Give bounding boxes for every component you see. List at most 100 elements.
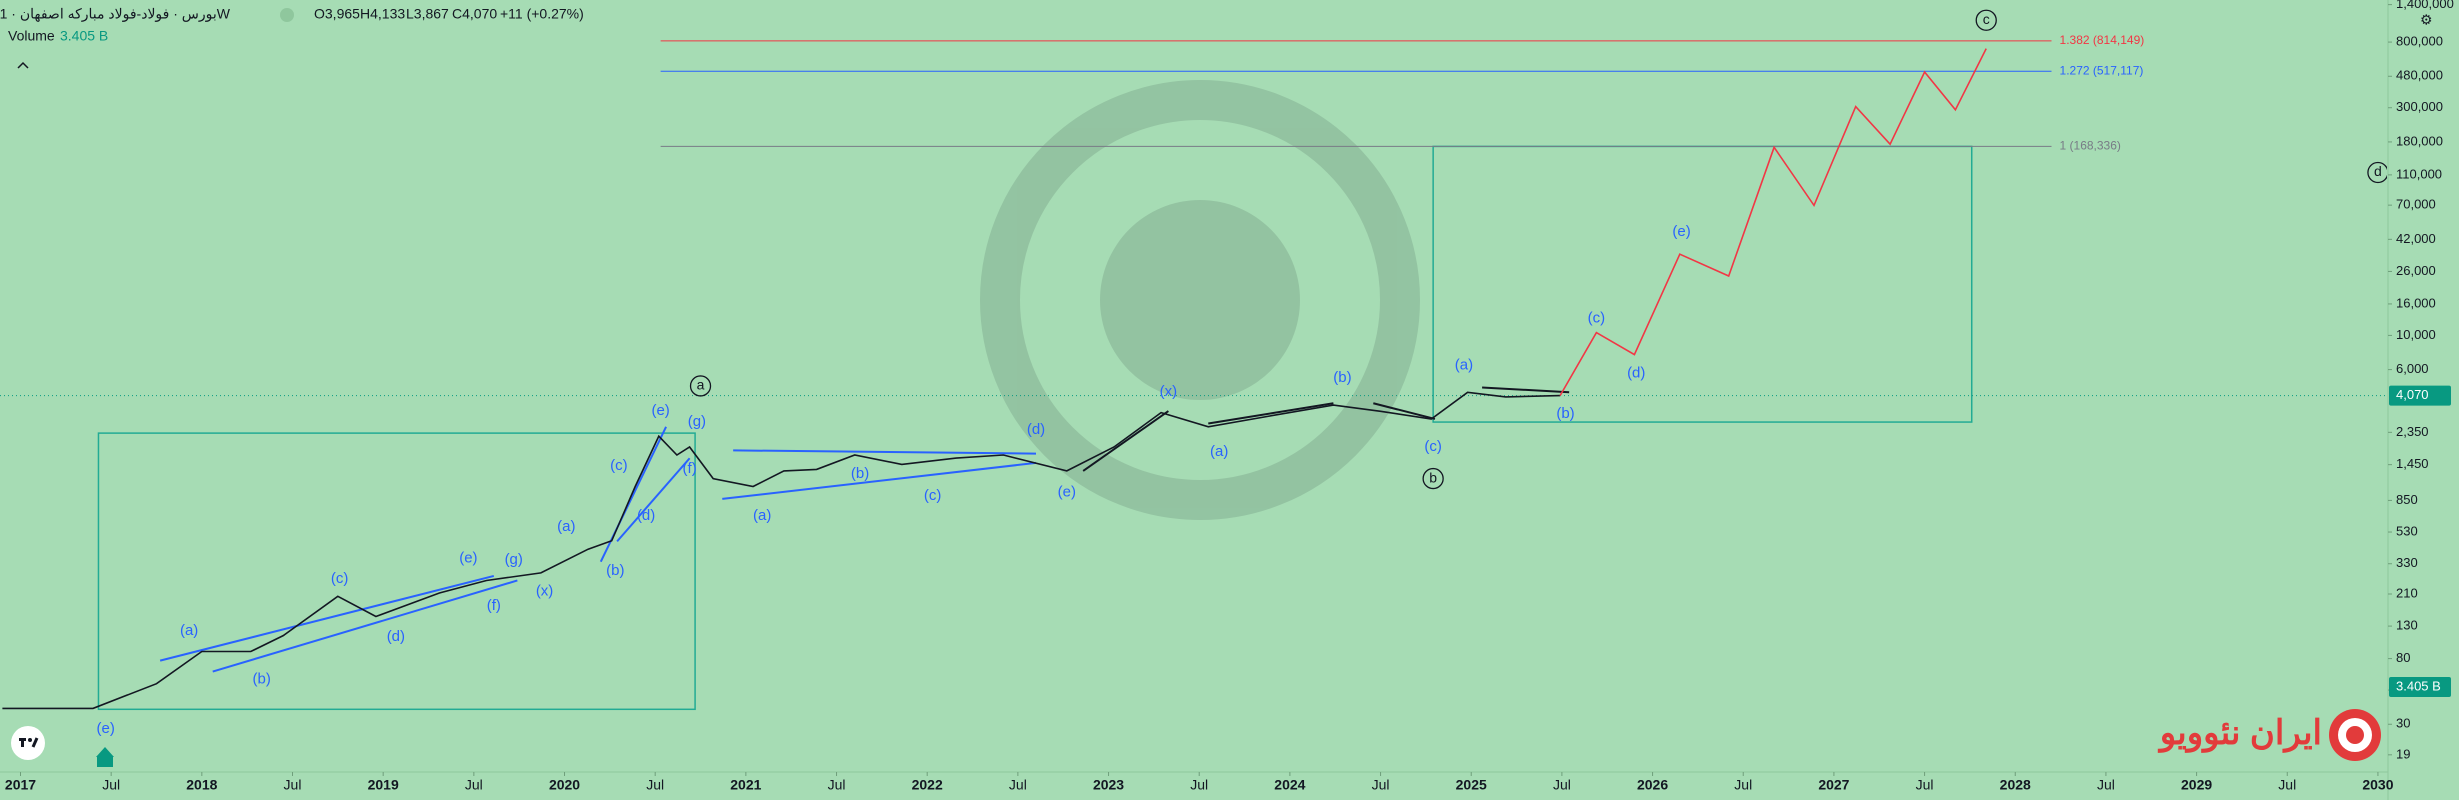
- y-tick-label: 1,450: [2396, 456, 2429, 471]
- x-tick-label: 2027: [1818, 777, 1849, 793]
- wave-label: (b): [851, 465, 869, 482]
- y-tick-label: 850: [2396, 492, 2418, 507]
- range-box: [97, 432, 696, 711]
- y-tick-label: 42,000: [2396, 231, 2436, 246]
- last-price-badge: [2389, 385, 2451, 406]
- plot-area: 1.382 (814,149) 1.272 (517,117) 1 (168,336…: [0, 9, 2387, 737]
- wave-label: (c): [1588, 309, 1606, 326]
- trendline: [1208, 402, 1334, 425]
- trendline: [1482, 386, 1570, 394]
- x-tick-label: 2029: [2181, 777, 2212, 793]
- y-tick-label: 6,000: [2396, 361, 2429, 376]
- x-tick-label: 2025: [1456, 777, 1487, 793]
- y-tick-label: 10,000: [2396, 327, 2436, 342]
- tv-logo: [11, 726, 45, 760]
- trendline: [616, 457, 691, 543]
- wave-label: (f): [487, 597, 501, 614]
- volume-badge-label: 3.405 B: [2396, 678, 2441, 693]
- wave-label: (c): [924, 487, 942, 504]
- wave-circle: [1422, 467, 1444, 490]
- x-tick-label: Jul: [2097, 777, 2115, 793]
- x-tick-label: 2030: [2362, 777, 2393, 793]
- trendline: [212, 579, 518, 673]
- wave-label: (a): [1210, 443, 1228, 460]
- x-tick-label: 2026: [1637, 777, 1668, 793]
- wave-label: (b): [1556, 405, 1574, 422]
- volume-badge: [2389, 677, 2451, 697]
- x-tick-label: Jul: [1190, 777, 1208, 793]
- x-tick-label: Jul: [646, 777, 664, 793]
- symbol[interactable]: بورس · فولاد-فولاد مبارکه اصفهان · 1W: [0, 6, 231, 23]
- y-tick-label: 70,000: [2396, 197, 2436, 212]
- y-tick-label: 210: [2396, 585, 2418, 600]
- x-tick-label: 2019: [368, 777, 399, 793]
- wave-circle-label: c: [1983, 11, 1990, 27]
- price-line: [1559, 48, 1987, 396]
- wave-label: (f): [683, 460, 697, 477]
- last-price-label: 4,070: [2396, 387, 2429, 402]
- ohlc: H4,133: [360, 6, 405, 22]
- y-tick-label: 530: [2396, 523, 2418, 538]
- x-tick-label: 2018: [186, 777, 217, 793]
- wave-circle: [1975, 9, 1997, 31]
- wave-label: (e): [97, 720, 115, 737]
- trendline: [159, 574, 495, 662]
- up-arrow: [96, 747, 114, 767]
- x-tick-label: Jul: [828, 777, 846, 793]
- x-tick-label: 2028: [2000, 777, 2031, 793]
- y-tick-label: 30: [2396, 716, 2410, 731]
- wave-label: (d): [1627, 364, 1645, 381]
- trendline: [1373, 402, 1436, 420]
- wave-label: (a): [180, 622, 198, 639]
- x-tick-label: Jul: [284, 777, 302, 793]
- y-tick-label: 130: [2396, 618, 2418, 633]
- wave-label: (b): [1333, 369, 1351, 386]
- wave-label: (e): [1672, 223, 1690, 240]
- wave-circle: [689, 375, 712, 397]
- symbol-dot: [280, 8, 294, 22]
- x-tick-label: 2023: [1093, 777, 1124, 793]
- ohlc: C4,070: [452, 6, 497, 22]
- wave-label: (g): [505, 551, 523, 568]
- x-tick-label: 2024: [1274, 777, 1305, 793]
- y-tick-label: 16,000: [2396, 295, 2436, 310]
- wave-label: (d): [637, 507, 655, 524]
- y-tick-label: 300,000: [2396, 99, 2443, 114]
- wave-label: (a): [1455, 357, 1473, 374]
- ohlc: L3,867: [406, 6, 449, 22]
- wave-label: (a): [753, 507, 771, 524]
- y-tick-label: 19: [2396, 746, 2410, 761]
- y-tick-label: 110,000: [2396, 166, 2442, 181]
- x-tick-label: 2021: [730, 777, 761, 793]
- x-tick-label: Jul: [102, 777, 120, 793]
- collapse-button[interactable]: [17, 61, 29, 69]
- wave-label: (e): [651, 402, 669, 419]
- wave-label: (e): [1058, 484, 1076, 501]
- wave-label: (d): [1027, 421, 1045, 438]
- wave-circle-label: d: [2374, 163, 2382, 179]
- volume-title: Volume: [8, 28, 55, 44]
- x-tick-label: Jul: [1372, 777, 1390, 793]
- y-tick-label: 330: [2396, 555, 2418, 570]
- wave-label: (x): [1160, 383, 1178, 400]
- wave-label: (b): [606, 562, 624, 579]
- x-tick-label: Jul: [1553, 777, 1571, 793]
- brand-logo: [2329, 709, 2381, 761]
- x-tick-label: 2017: [5, 777, 36, 793]
- wave-circle: [2367, 161, 2387, 184]
- wave-label: (c): [610, 457, 628, 474]
- x-tick-label: Jul: [465, 777, 483, 793]
- x-tick-label: Jul: [1916, 777, 1934, 793]
- wave-label: (g): [688, 413, 706, 430]
- trendline: [1082, 410, 1169, 472]
- volume-value: 3.405 B: [60, 28, 108, 44]
- settings[interactable]: ⚙: [2420, 12, 2433, 28]
- wave-label: (a): [557, 518, 575, 535]
- ohlc-change: +11 (+0.27%): [500, 6, 584, 22]
- y-tick-label: 1,400,000: [2396, 0, 2454, 11]
- price-line: [2, 391, 1561, 710]
- y-tick-label: 26,000: [2396, 263, 2436, 278]
